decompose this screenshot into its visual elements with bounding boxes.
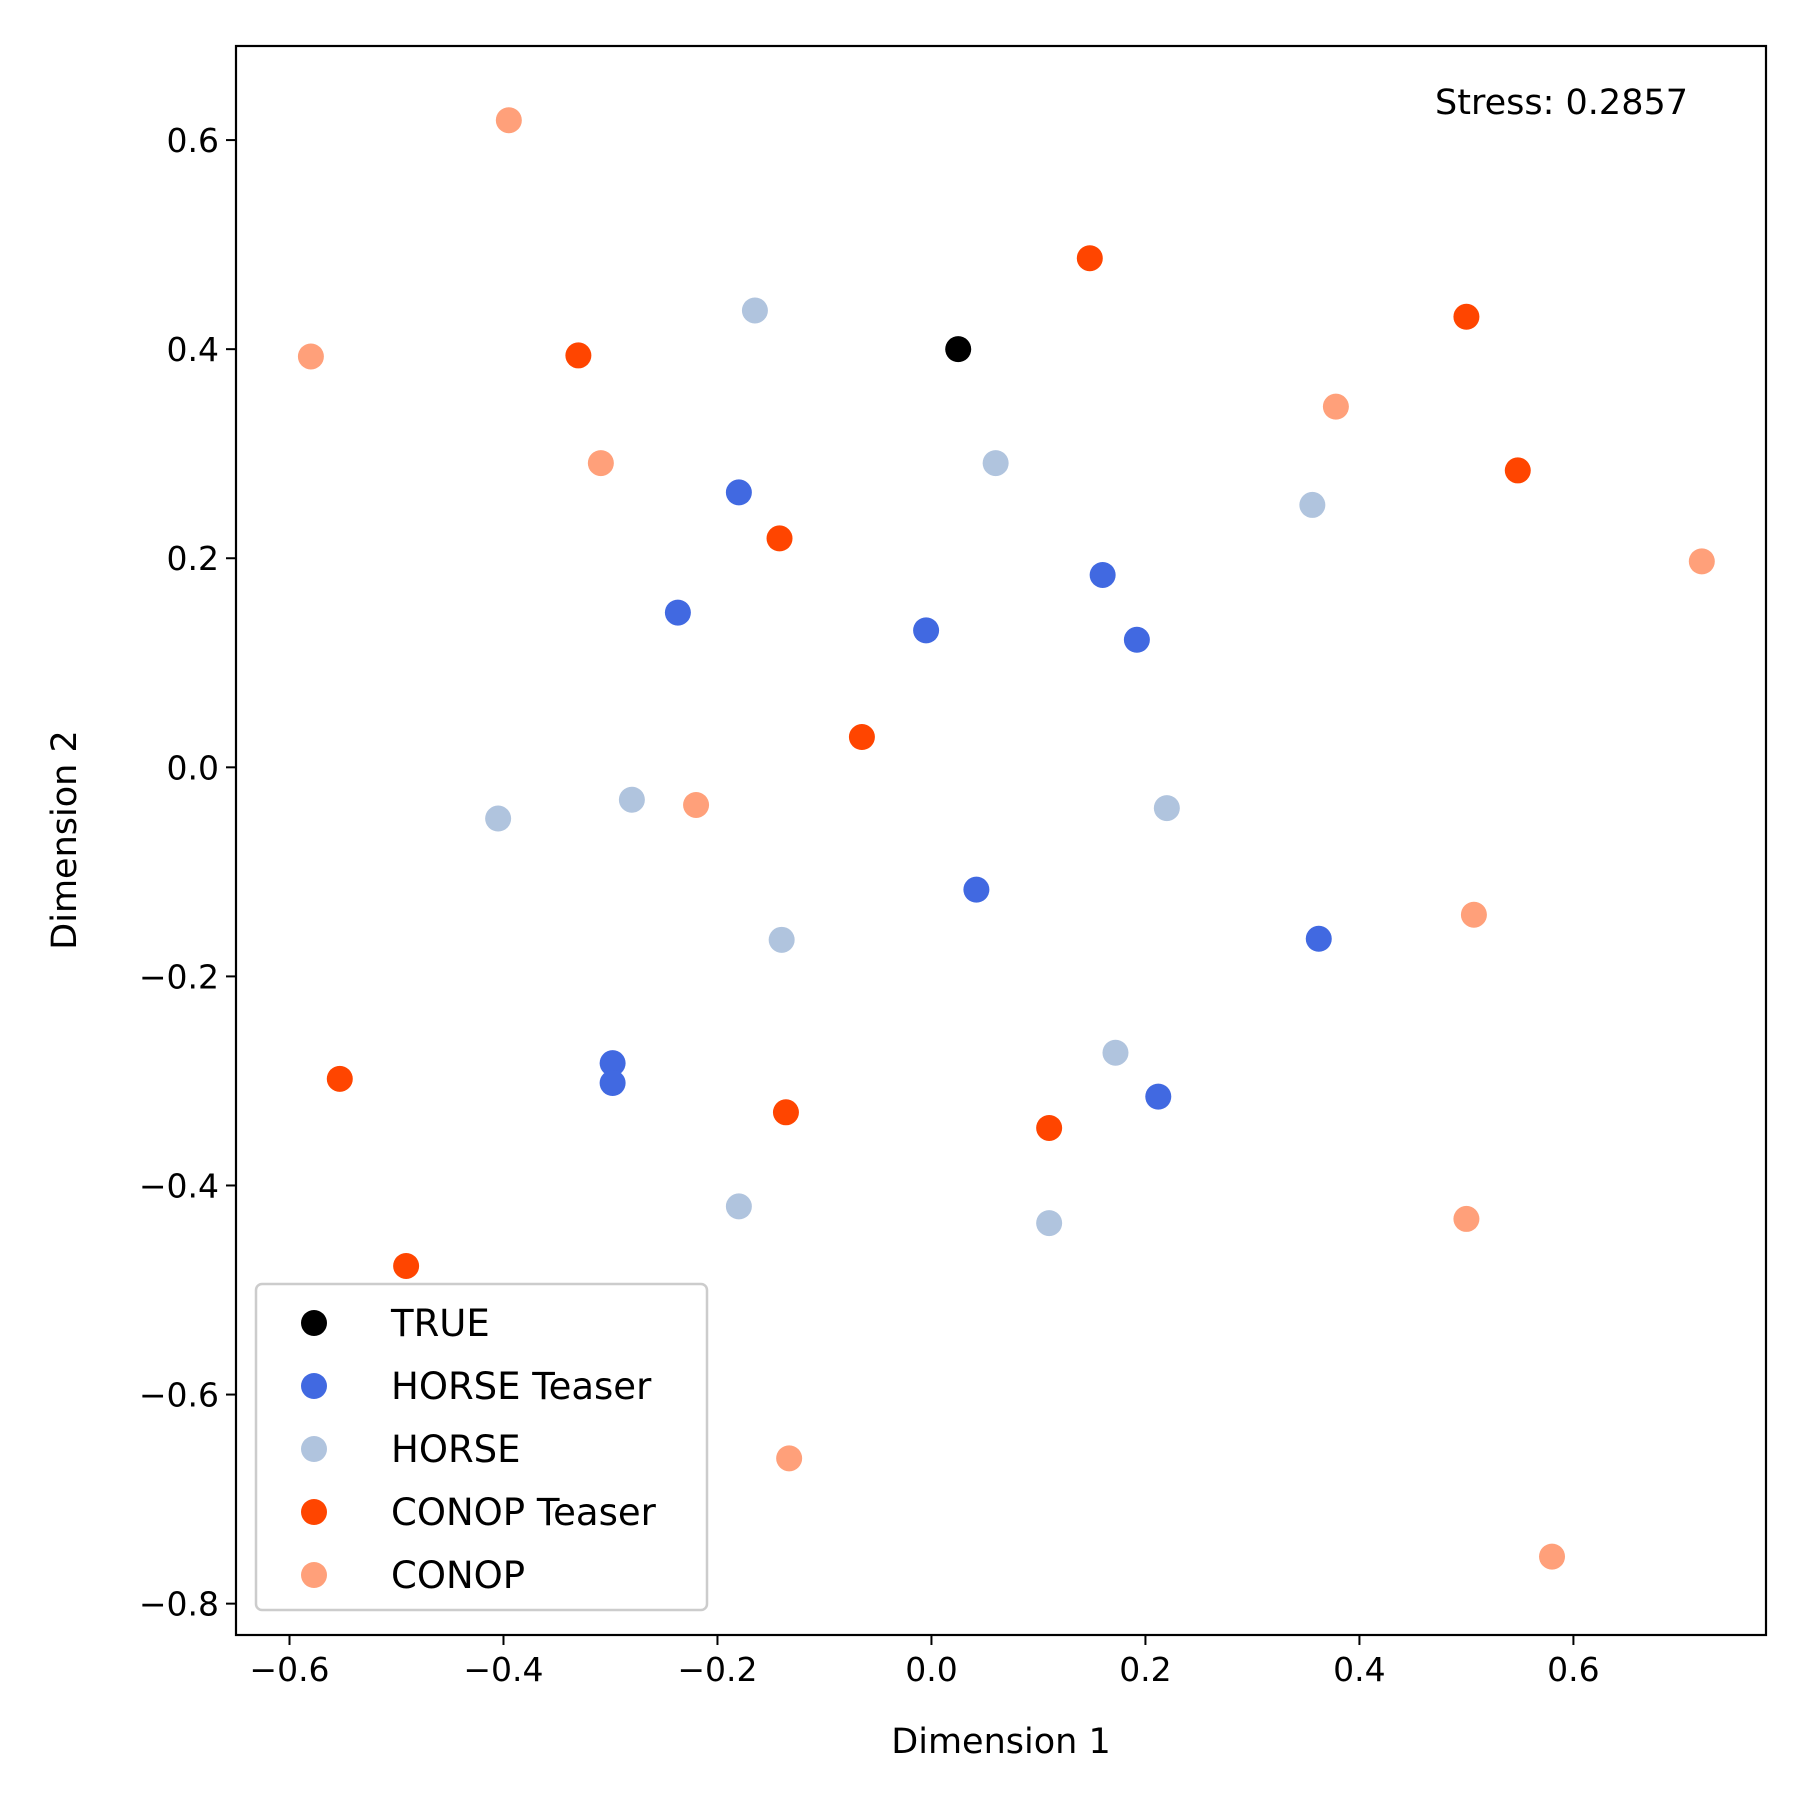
legend-marker-true [301, 1310, 327, 1336]
horse-teaser-point [913, 617, 940, 644]
conop-point [297, 343, 324, 370]
conop-teaser-point [326, 1065, 353, 1092]
horse-teaser-point [599, 1070, 626, 1097]
legend-label-conop: CONOP [391, 1554, 525, 1597]
conop-point [1688, 548, 1715, 575]
horse-teaser-point [1123, 626, 1150, 653]
y-axis-label: Dimension 2 [45, 730, 85, 949]
legend-label-true: TRUE [390, 1302, 490, 1345]
conop-teaser-point [1036, 1114, 1063, 1141]
horse-teaser-point [1305, 925, 1332, 952]
stress-annotation: Stress: 0.2857 [1435, 83, 1688, 123]
conop-point [1322, 393, 1349, 420]
legend-box [254, 1282, 709, 1612]
x-tick-label: 0.2 [1119, 1650, 1171, 1689]
conop-teaser-point [766, 525, 793, 552]
horse-point [618, 786, 645, 813]
horse-point [1153, 795, 1180, 822]
horse-teaser-point [1089, 561, 1116, 588]
legend-label-horse: HORSE [391, 1428, 521, 1471]
y-tick-label: −0.2 [139, 957, 219, 996]
conop-point [587, 450, 614, 477]
conop-teaser-point [772, 1099, 799, 1126]
conop-point [1539, 1543, 1566, 1570]
x-tick-label: −0.4 [463, 1650, 543, 1689]
y-tick-label: 0.4 [167, 330, 219, 369]
horse-teaser-point [599, 1050, 626, 1077]
y-tick-label: −0.6 [139, 1376, 219, 1415]
conop-teaser-point [565, 342, 592, 369]
x-tick-label: 0.4 [1333, 1650, 1385, 1689]
data-points [297, 107, 1715, 1570]
conop-point [683, 791, 710, 818]
horse-point [1299, 491, 1326, 518]
legend-label-horse-teaser: HORSE Teaser [391, 1365, 652, 1408]
legend-marker-horse [301, 1436, 327, 1462]
horse-point [725, 1193, 752, 1220]
x-tick-label: −0.2 [677, 1650, 757, 1689]
y-axis-ticks: −0.8 −0.6 −0.4 −0.2 0.0 0.2 0.4 0.6 [139, 121, 236, 1624]
horse-point [1036, 1210, 1063, 1237]
y-tick-label: −0.4 [139, 1166, 219, 1205]
horse-point [741, 297, 768, 324]
horse-point [485, 805, 512, 832]
legend-marker-conop-teaser [301, 1499, 327, 1525]
y-tick-label: 0.2 [167, 539, 219, 578]
y-tick-label: −0.8 [139, 1585, 219, 1624]
horse-point [1102, 1039, 1129, 1066]
conop-teaser-point [1076, 245, 1103, 272]
legend-label-conop-teaser: CONOP Teaser [391, 1491, 657, 1534]
conop-teaser-point [1453, 303, 1480, 330]
x-tick-label: 0.6 [1547, 1650, 1599, 1689]
y-tick-label: 0.6 [167, 121, 219, 160]
horse-teaser-point [664, 599, 691, 626]
true-point [945, 336, 972, 363]
conop-point [495, 107, 522, 134]
x-axis-label: Dimension 1 [891, 1722, 1110, 1762]
x-tick-label: 0.0 [905, 1650, 957, 1689]
legend-marker-horse-teaser [301, 1373, 327, 1399]
conop-teaser-point [1504, 457, 1531, 484]
conop-teaser-point [848, 724, 875, 751]
y-tick-label: 0.0 [167, 748, 219, 787]
plot-frame [234, 44, 1768, 1637]
conop-point [1460, 901, 1487, 928]
conop-teaser-point [393, 1252, 420, 1279]
conop-point [776, 1445, 803, 1472]
legend: TRUE HORSE Teaser HORSE CONOP Teaser CONOP [254, 1282, 709, 1612]
conop-point [1453, 1205, 1480, 1232]
x-tick-label: −0.6 [249, 1650, 329, 1689]
horse-teaser-point [1145, 1083, 1172, 1110]
horse-point [982, 450, 1009, 477]
horse-teaser-point [725, 479, 752, 506]
legend-marker-conop [301, 1562, 327, 1588]
horse-teaser-point [963, 876, 990, 903]
horse-point [768, 926, 795, 953]
x-axis-ticks: −0.6 −0.4 −0.2 0.0 0.2 0.4 0.6 [249, 1635, 1600, 1689]
